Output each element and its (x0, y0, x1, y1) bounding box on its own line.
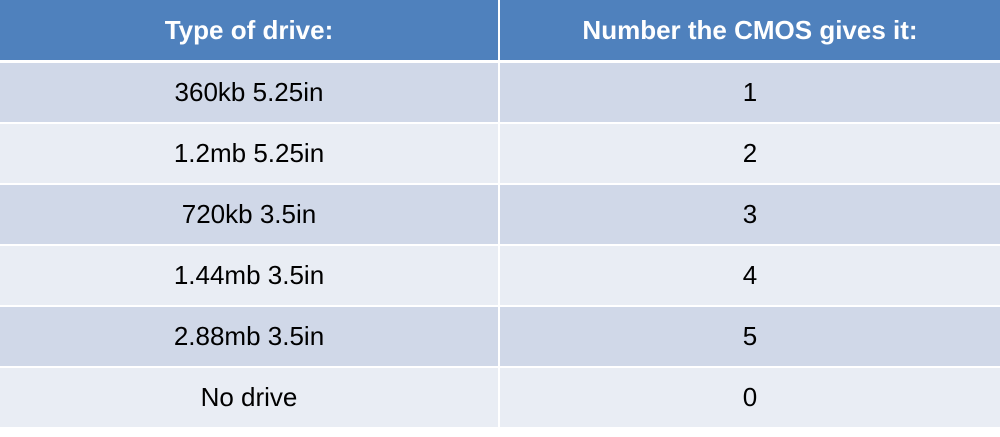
drive-type-cell: No drive (0, 367, 500, 429)
table-row: 360kb 5.25in 1 (0, 61, 1000, 124)
drive-type-cell: 1.44mb 3.5in (0, 245, 500, 307)
drive-type-cell: 2.88mb 3.5in (0, 306, 500, 368)
column-header-cmos-number: Number the CMOS gives it: (499, 0, 1000, 63)
cmos-number-cell: 4 (499, 245, 1000, 307)
cmos-number-cell: 5 (499, 306, 1000, 368)
table-row: 720kb 3.5in 3 (0, 184, 1000, 246)
cmos-number-cell: 0 (499, 367, 1000, 429)
drive-type-cell: 1.2mb 5.25in (0, 123, 500, 185)
table-row: No drive 0 (0, 367, 1000, 429)
table-row: 1.44mb 3.5in 4 (0, 245, 1000, 307)
drive-type-cell: 360kb 5.25in (0, 61, 500, 124)
drive-type-cell: 720kb 3.5in (0, 184, 500, 246)
column-header-drive-type: Type of drive: (0, 0, 500, 63)
table-row: 2.88mb 3.5in 5 (0, 306, 1000, 368)
table-row: 1.2mb 5.25in 2 (0, 123, 1000, 185)
table-header-row: Type of drive: Number the CMOS gives it: (0, 0, 1000, 63)
cmos-number-cell: 1 (499, 61, 1000, 124)
cmos-number-cell: 2 (499, 123, 1000, 185)
cmos-number-cell: 3 (499, 184, 1000, 246)
